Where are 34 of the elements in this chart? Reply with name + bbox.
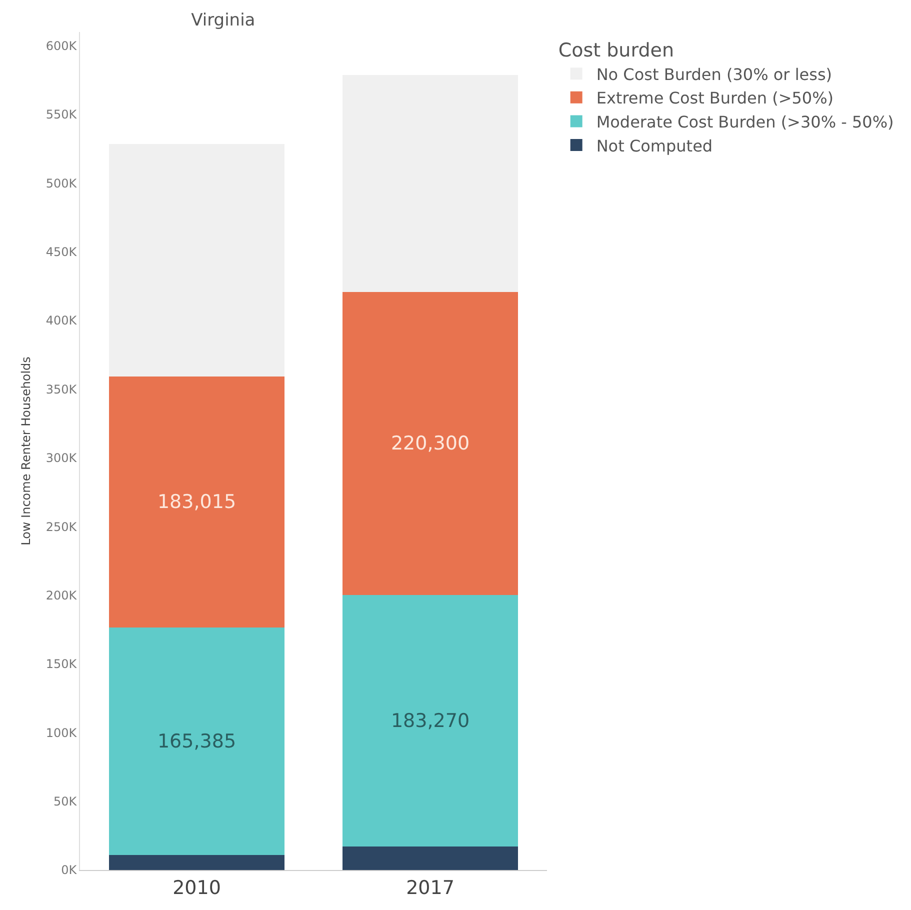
data-label: 183,270 bbox=[390, 710, 470, 732]
y-tick-label: 200K bbox=[46, 588, 78, 602]
y-tick-label: 400K bbox=[46, 314, 78, 328]
y-tick-label: 550K bbox=[46, 108, 78, 122]
legend-label: Not Computed bbox=[596, 136, 713, 156]
y-tick-label: 100K bbox=[46, 726, 78, 740]
legend-title: Cost burden bbox=[558, 40, 674, 62]
y-tick-label: 150K bbox=[46, 657, 78, 672]
bar bbox=[342, 594, 518, 847]
bar bbox=[342, 292, 518, 595]
bar bbox=[342, 846, 518, 870]
chart-title: Virginia bbox=[191, 10, 256, 31]
y-tick-label: 500K bbox=[46, 176, 78, 190]
y-axis-title: Low Income Renter Households bbox=[19, 356, 34, 546]
bar bbox=[109, 628, 284, 855]
data-label: 183,015 bbox=[157, 490, 236, 513]
bar bbox=[109, 144, 284, 376]
y-tick-label: 0K bbox=[61, 863, 78, 878]
bar bbox=[342, 75, 518, 292]
y-tick-label: 250K bbox=[46, 520, 78, 534]
x-tick-label: 2010 bbox=[172, 876, 221, 899]
y-tick-label: 450K bbox=[46, 245, 78, 259]
legend-label: No Cost Burden (30% or less) bbox=[596, 64, 832, 84]
data-label: 220,300 bbox=[390, 432, 470, 455]
x-tick-label: 2017 bbox=[406, 876, 454, 899]
y-tick-label: 50K bbox=[53, 794, 78, 809]
bar bbox=[109, 376, 284, 628]
legend-label: Moderate Cost Burden (>30% - 50%) bbox=[596, 112, 894, 132]
bar bbox=[109, 854, 284, 870]
data-label: 165,385 bbox=[157, 730, 236, 752]
y-tick-label: 600K bbox=[46, 38, 78, 53]
legend-label: Extreme Cost Burden (>50%) bbox=[596, 88, 834, 108]
y-tick-label: 350K bbox=[46, 382, 78, 396]
y-tick-label: 300K bbox=[46, 451, 78, 466]
